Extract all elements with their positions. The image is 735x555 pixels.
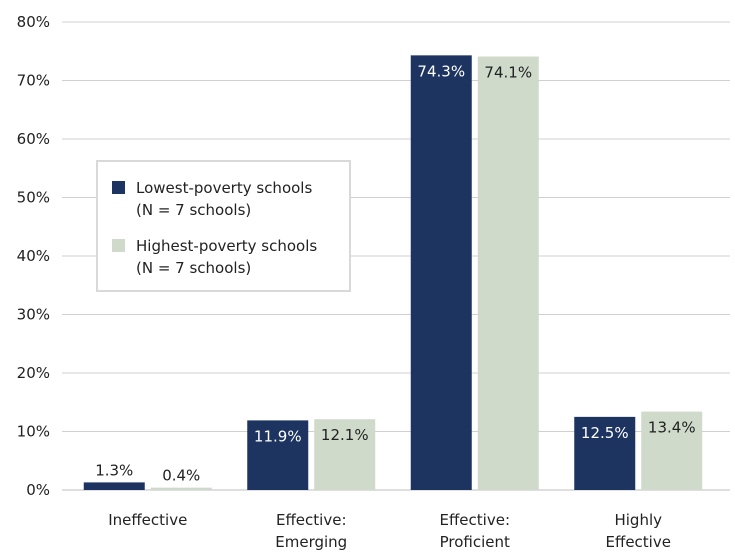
x-category-label: Effective: Proficient [440,511,511,551]
bar-lowest-poverty [410,55,472,490]
bar-highest-poverty [150,487,212,490]
y-tick-label: 40% [17,247,50,265]
bar-lowest-poverty [247,420,309,490]
bar-highest-poverty [477,56,539,490]
y-tick-label: 70% [17,72,50,90]
data-label: 1.3% [95,461,133,479]
bar-lowest-poverty [83,482,145,490]
data-label: 74.3% [417,62,465,80]
legend-label-highest-poverty: Highest-poverty schools (N = 7 schools) [136,237,318,277]
data-label: 0.4% [162,467,200,485]
data-label: 12.1% [321,426,369,444]
bar-highest-poverty [641,411,703,490]
x-category-label: Highly Effective [606,511,671,551]
x-axis: Ineffective Effective: Emerging Effective: P… [108,511,671,551]
data-label: 74.1% [484,64,532,82]
y-tick-label: 30% [17,306,50,324]
legend-swatch-lowest-poverty [112,181,125,194]
x-category-label: Ineffective [108,511,187,529]
x-category-label: Effective: Emerging [275,511,347,551]
y-tick-label: 50% [17,189,50,207]
y-tick-label: 20% [17,364,50,382]
data-label: 12.5% [581,424,629,442]
legend: Lowest-poverty schools (N = 7 schools) H… [96,160,351,292]
y-tick-label: 0% [26,481,50,499]
legend-label-lowest-poverty: Lowest-poverty schools (N = 7 schools) [136,179,313,219]
data-label: 11.9% [254,427,302,445]
legend-swatch-highest-poverty [112,239,125,252]
bars: 1.3% 0.4% 11.9% 12.1% 74.3% 74.1% 12.5% 13.4% [83,55,703,490]
y-tick-label: 80% [17,13,50,31]
y-axis: 0% 10% 20% 30% 40% 50% 60% 70% 80% [17,13,50,499]
y-tick-label: 10% [17,423,50,441]
data-label: 13.4% [648,419,696,437]
bar-lowest-poverty [574,416,636,490]
bar-highest-poverty [314,419,376,490]
y-tick-label: 60% [17,130,50,148]
